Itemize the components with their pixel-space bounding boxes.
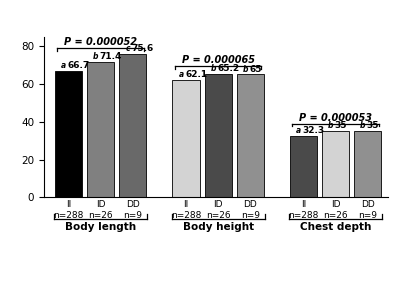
Text: a: a [61,61,66,70]
Bar [290,136,317,197]
Text: Body height: Body height [182,222,254,232]
Bar [55,71,82,197]
Text: a: a [179,70,184,79]
Text: 65: 65 [249,65,262,74]
Text: c: c [126,45,130,54]
Text: 62.1: 62.1 [185,70,207,79]
Bar [87,62,114,197]
Bar [322,131,349,197]
Text: b: b [210,64,216,73]
Text: 32.3: 32.3 [303,126,325,135]
Text: b: b [93,52,98,61]
Text: a: a [296,126,302,135]
Text: b: b [328,121,334,130]
Text: 71.4: 71.4 [100,52,122,61]
Bar [236,74,264,197]
Text: b: b [360,121,366,130]
Text: b: b [242,65,248,74]
Text: P = 0.000053: P = 0.000053 [299,113,372,123]
Text: 35: 35 [367,121,379,130]
Text: Body length: Body length [65,222,136,232]
Bar [204,74,232,197]
Text: 65.2: 65.2 [217,64,240,73]
Text: P = 0.000065: P = 0.000065 [182,55,255,65]
Bar [172,80,200,197]
Text: 66.7: 66.7 [68,61,90,70]
Text: P = 0.000052: P = 0.000052 [64,37,137,47]
Text: Chest depth: Chest depth [300,222,371,232]
Bar [119,54,146,197]
Text: 75.6: 75.6 [132,45,154,54]
Bar [354,131,381,197]
Text: 35: 35 [335,121,347,130]
